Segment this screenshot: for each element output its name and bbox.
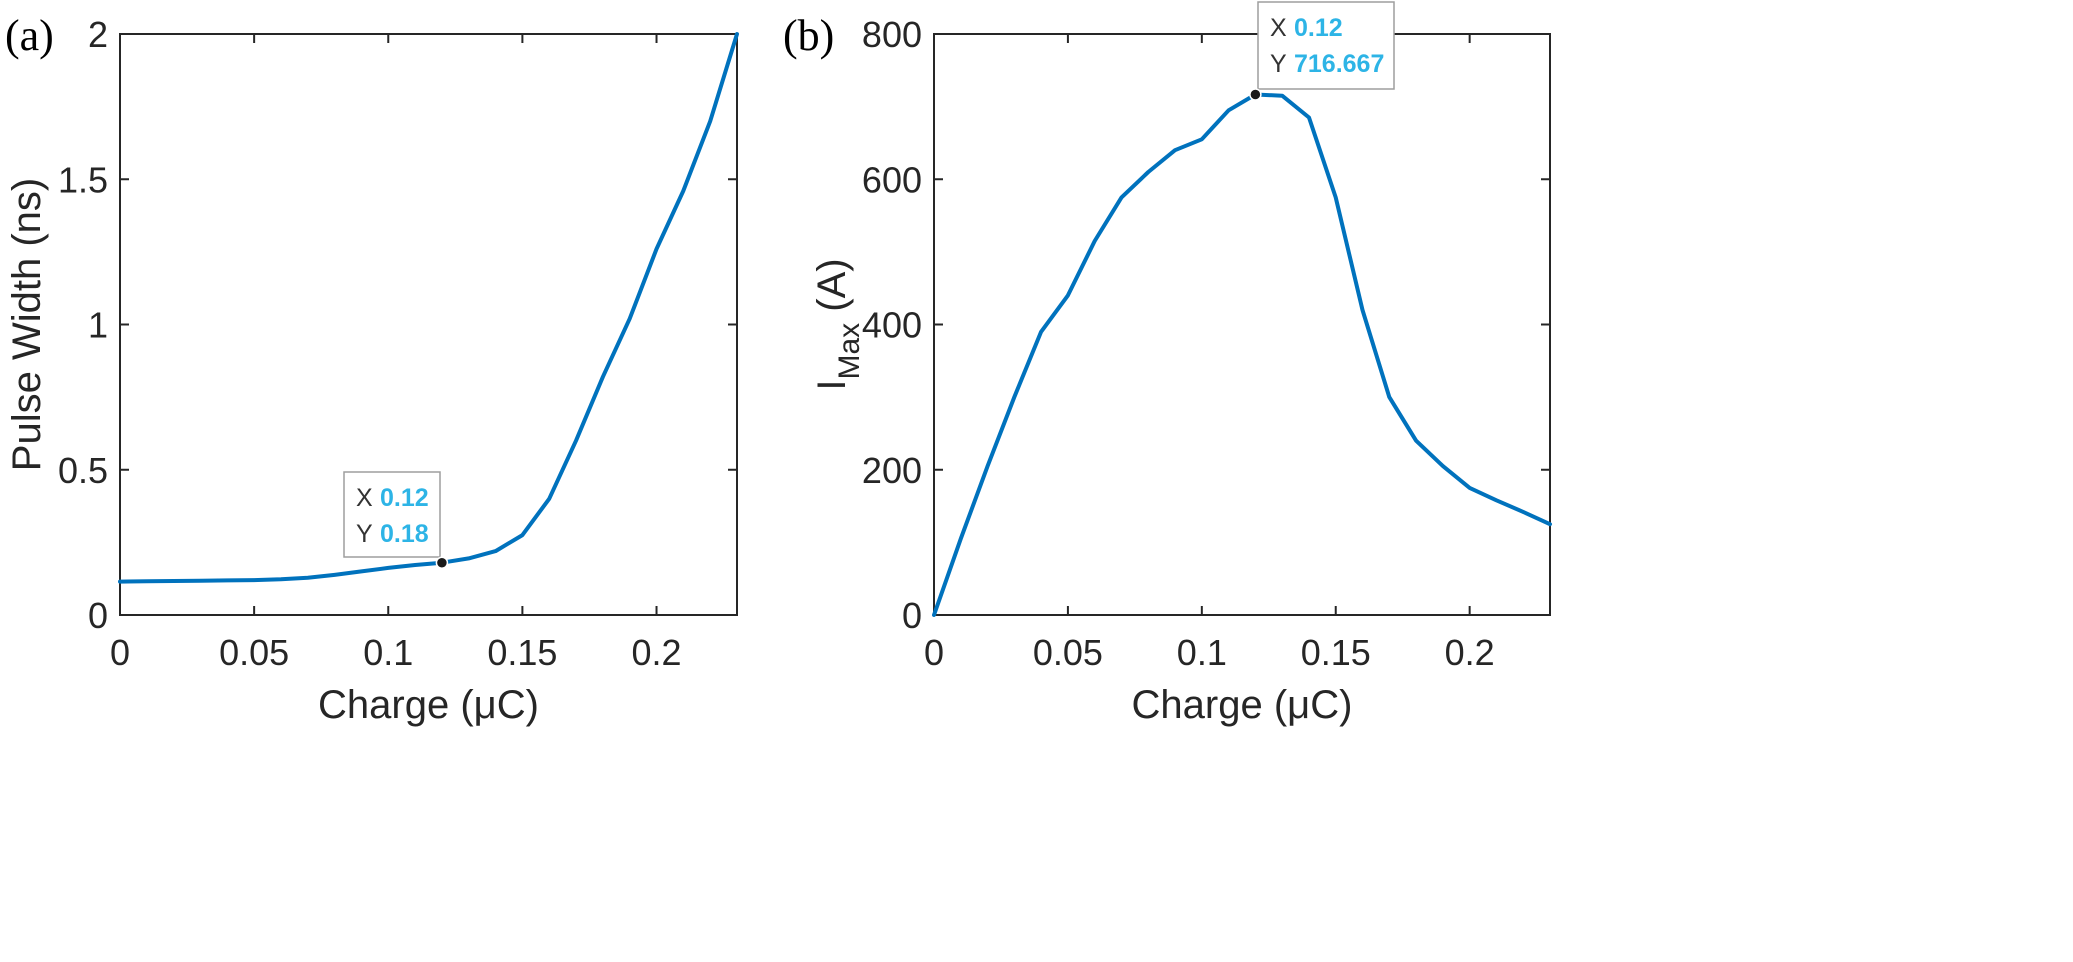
y-tick-label: 400	[862, 305, 922, 346]
panel-label: (a)	[5, 11, 54, 60]
datatip-box	[343, 471, 441, 558]
datatip-y-key: Y	[1270, 50, 1287, 78]
x-tick-label: 0.15	[487, 632, 557, 673]
datatip-y-value: 0.18	[380, 520, 429, 548]
datatip-y-key: Y	[356, 520, 373, 548]
x-axis-label: Charge (μC)	[318, 683, 539, 727]
x-tick-label: 0.15	[1301, 632, 1371, 673]
series-line	[118, 32, 739, 584]
y-tick-label: 0	[88, 595, 108, 636]
series-line	[932, 92, 1552, 617]
chart-panel-2: 0 0.05 0.1 0.15 0.2 0 200 400 600 800 Charge (μC) I…	[783, 1, 1552, 727]
datatip-marker	[1249, 88, 1262, 101]
y-tick-label: 0.5	[58, 450, 108, 491]
x-axis-label: Charge (μC)	[1132, 683, 1353, 727]
datatip-x-key: X	[356, 484, 373, 512]
datatip-y-value: 716.667	[1294, 50, 1384, 78]
y-axis-label-subscript: Max	[833, 323, 866, 380]
y-tick-label: 1	[88, 305, 108, 346]
plot-area-frame	[933, 33, 1551, 616]
y-tick-label: 600	[862, 159, 922, 200]
panel-label: (b)	[783, 11, 834, 60]
x-tick-label: 0.1	[1177, 632, 1227, 673]
y-tick-label: 800	[862, 14, 922, 55]
y-axis-label-main: I	[810, 380, 854, 391]
x-tick-label: 0.05	[219, 632, 289, 673]
x-tick-label: 0.2	[1445, 632, 1495, 673]
y-axis-label-unit: (A)	[810, 258, 854, 322]
x-tick-label: 0	[110, 632, 130, 673]
datatip-x-key: X	[1270, 14, 1287, 42]
datatip-box	[1257, 1, 1395, 90]
datatip-x-value: 0.12	[380, 484, 429, 512]
datatip-x-value: 0.12	[1294, 14, 1343, 42]
y-tick-label: 2	[88, 14, 108, 55]
y-axis-label: Pulse Width (ns)	[5, 178, 49, 471]
y-tick-label: 0	[902, 595, 922, 636]
y-tick-label: 1.5	[58, 159, 108, 200]
x-tick-label: 0	[924, 632, 944, 673]
y-axis-label: IMax (A)	[810, 258, 866, 390]
datatip-marker	[435, 556, 449, 569]
y-tick-label: 200	[862, 450, 922, 491]
chart-panel-1: 0 0.05 0.1 0.15 0.2 0 0.5 1 1.5 2 Charge (μC) Pulse…	[5, 11, 739, 727]
x-tick-label: 0.1	[363, 632, 413, 673]
x-tick-label: 0.2	[631, 632, 681, 673]
x-tick-label: 0.05	[1033, 632, 1103, 673]
